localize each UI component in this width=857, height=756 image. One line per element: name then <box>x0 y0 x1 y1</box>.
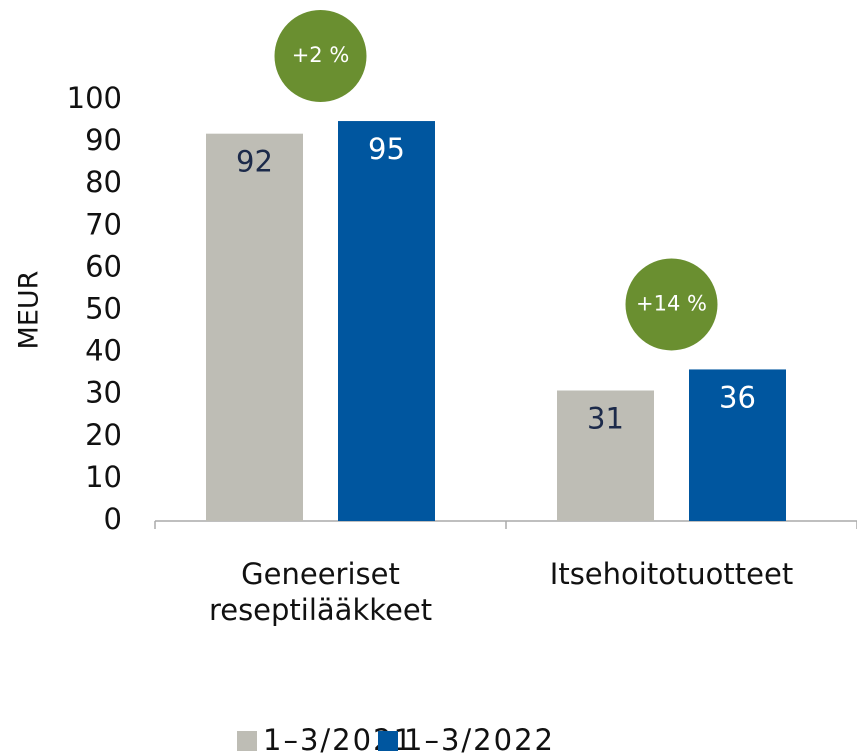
y-tick-label: 100 <box>67 81 122 115</box>
legend-swatch <box>378 731 398 751</box>
growth-badge <box>274 10 367 103</box>
data-label: 36 <box>719 380 756 414</box>
data-label: 31 <box>587 401 624 435</box>
x-tick-label: Itsehoitotuotteet <box>549 557 794 591</box>
y-tick-label: 90 <box>85 123 122 157</box>
data-label: 95 <box>368 132 405 166</box>
bar <box>206 133 303 521</box>
growth-label: +14 % <box>636 291 707 315</box>
x-tick-label: Geneeriset reseptilääkkeet <box>208 557 433 627</box>
y-tick-label: 0 <box>104 502 122 536</box>
y-tick-label: 20 <box>85 418 122 452</box>
legend-swatch <box>237 731 257 751</box>
growth-label: +2 % <box>292 43 350 67</box>
bar <box>689 369 786 521</box>
data-label: 92 <box>236 145 273 179</box>
legend-label: 1–3/2022 <box>404 723 555 756</box>
y-tick-label: 50 <box>85 292 122 326</box>
y-tick-label: 30 <box>85 376 122 410</box>
bar <box>338 121 435 522</box>
y-tick-label: 70 <box>85 207 122 241</box>
y-tick-label: 10 <box>85 460 122 494</box>
y-tick-label: 40 <box>85 334 122 368</box>
y-axis-label: MEUR <box>14 271 45 350</box>
growth-badge <box>625 258 718 351</box>
y-tick-label: 80 <box>85 165 122 199</box>
bar <box>557 390 654 521</box>
y-tick-label: 60 <box>85 249 122 283</box>
